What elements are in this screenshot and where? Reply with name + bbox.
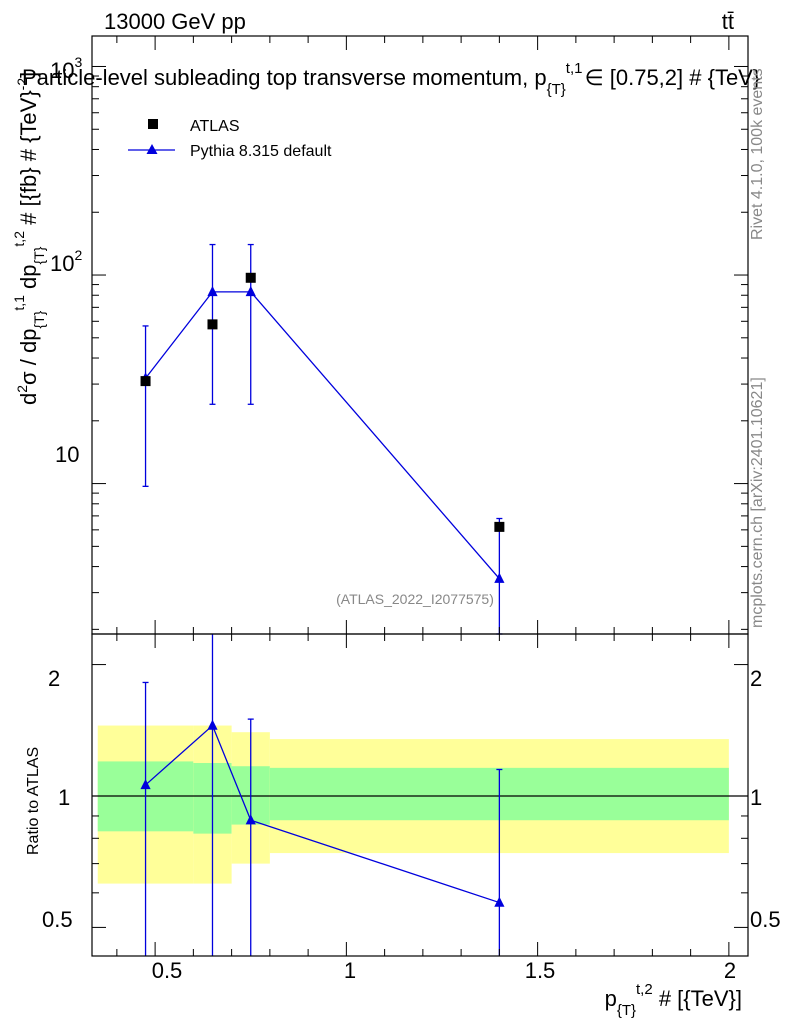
- ratio-pythia-line: [145, 724, 500, 904]
- pythia-line: [145, 291, 500, 580]
- atlas-point: [245, 272, 256, 283]
- legend-atlas-label: ATLAS: [190, 118, 240, 135]
- ratio-pythia-point: [494, 896, 505, 907]
- ratio-ytick-label-05-right: 0.5: [750, 907, 781, 932]
- xtick-label-1: 1: [344, 958, 356, 983]
- ratio-frame: [91, 633, 749, 957]
- main-panel: 103 102 10 Particle-level subleading top…: [11, 35, 760, 635]
- atlas-point: [140, 376, 151, 387]
- xtick-label-2: 2: [724, 958, 736, 983]
- ratio-ytick-labels: 2 1 0.5 2 1 0.5: [42, 666, 781, 932]
- pythia-point: [245, 285, 256, 297]
- ytick-label-100: 102: [50, 247, 82, 276]
- analysis-watermark: (ATLAS_2022_I2077575): [336, 591, 494, 607]
- legend-atlas-marker: [148, 119, 158, 129]
- main-ytick-labels: 103 102 10: [50, 54, 82, 467]
- ratio-ytick-label-2-left: 2: [48, 666, 60, 691]
- atlas-point: [207, 319, 218, 330]
- xaxis-label: p{T}t,2 # [{TeV}]: [605, 981, 742, 1019]
- ratio-pythia-point: [207, 719, 218, 730]
- xtick-label-0.5: 0.5: [152, 958, 183, 983]
- ratio-ytick-label-05-left: 0.5: [42, 907, 73, 932]
- mcplots-label: mcplots.cern.ch [arXiv:2401.10621]: [749, 377, 766, 628]
- legend-pythia-marker: [146, 144, 158, 154]
- ratio-pythia-point: [140, 778, 151, 790]
- pythia-point: [494, 572, 505, 583]
- energy-label: 13000 GeV pp: [104, 9, 246, 34]
- legend: ATLAS Pythia 8.315 default: [128, 118, 332, 160]
- ytick-label-1000: 103: [50, 54, 82, 83]
- ratio-ytick-label-1-right: 1: [750, 785, 762, 810]
- pythia-point: [207, 285, 218, 297]
- process-label: tt̄: [722, 9, 734, 34]
- plot-title: Particle-level subleading top transverse…: [22, 60, 760, 98]
- ratio-ytick-label-1-left: 1: [58, 785, 70, 810]
- ratio-ytick-label-2-right: 2: [750, 666, 762, 691]
- legend-pythia-label: Pythia 8.315 default: [190, 143, 332, 160]
- xtick-labels: 0.5 1 1.5 2: [152, 958, 736, 983]
- ratio-ylabel: Ratio to ATLAS: [25, 747, 42, 855]
- xtick-label-1.5: 1.5: [525, 958, 556, 983]
- ratio-pythia-point: [245, 814, 256, 825]
- ratio-panel: 2 1 0.5 2 1 0.5 0.5 1 1.5 2 Ratio to ATL…: [25, 633, 781, 1019]
- main-ylabel: d2σ / dp{T}t,1 dp{T}t,2 # [{fb} # {TeV}-…: [11, 72, 47, 405]
- rivet-label: Rivet 4.1.0, 100k events: [749, 68, 766, 240]
- ytick-label-10: 10: [55, 442, 79, 467]
- atlas-point: [494, 521, 505, 532]
